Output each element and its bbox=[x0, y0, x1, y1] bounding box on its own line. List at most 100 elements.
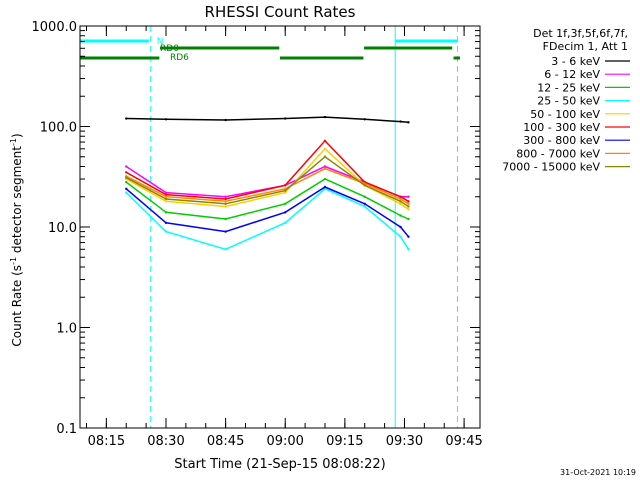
series-0-point bbox=[224, 118, 227, 122]
legend-header-line: Det 1f,3f,5f,6f,7f, bbox=[533, 27, 628, 40]
series-2-point bbox=[407, 217, 410, 221]
y-tick-label: 1.0 bbox=[56, 322, 77, 337]
legend-label: 100 - 300 keV bbox=[523, 121, 600, 134]
series-4-point bbox=[224, 205, 227, 208]
series-7-point bbox=[323, 167, 327, 170]
series-3-point bbox=[224, 248, 227, 251]
y-tick-label: 1000.0 bbox=[32, 20, 78, 35]
series-8-point bbox=[407, 205, 410, 208]
legend-label: 6 - 12 keV bbox=[544, 68, 600, 81]
y-axis-label-sup2: -1 bbox=[9, 138, 18, 146]
y-axis-label-close: ) bbox=[10, 133, 24, 138]
series-7-point bbox=[164, 195, 168, 198]
series-6-point bbox=[125, 187, 128, 190]
series-line-2 bbox=[125, 178, 409, 220]
legend-label: 7000 - 15000 keV bbox=[502, 161, 600, 174]
rd0-label: RD0 bbox=[160, 44, 179, 54]
y-tick-label: 100.0 bbox=[40, 121, 77, 136]
series-3-point bbox=[407, 248, 410, 251]
x-tick-label: 09:15 bbox=[326, 434, 363, 449]
series-line-3 bbox=[125, 187, 410, 251]
series-7-point bbox=[224, 200, 227, 203]
series-6-point bbox=[224, 230, 227, 233]
series-0-point bbox=[399, 120, 402, 123]
series-8-point bbox=[399, 200, 402, 203]
series-3-point bbox=[399, 235, 402, 238]
series-6-point bbox=[363, 202, 366, 206]
series-2-point bbox=[164, 211, 168, 214]
rd6-label: RD6 bbox=[170, 53, 189, 63]
n-label: N bbox=[157, 37, 164, 47]
series-4-point bbox=[407, 208, 410, 211]
series-lines bbox=[125, 115, 410, 251]
x-tick-label: 09:00 bbox=[266, 434, 303, 449]
series-4-point bbox=[164, 200, 168, 203]
series-0-point bbox=[323, 115, 327, 119]
series-4-point bbox=[284, 191, 287, 194]
series-4-point bbox=[323, 147, 327, 150]
x-tick-label: 09:45 bbox=[445, 434, 482, 449]
series-5-point bbox=[224, 197, 227, 201]
series-5-point bbox=[284, 184, 287, 187]
series-7-point bbox=[407, 202, 410, 206]
legend-label: 800 - 7000 keV bbox=[516, 147, 600, 160]
series-8-point bbox=[363, 184, 366, 187]
series-5-point bbox=[399, 195, 402, 198]
series-6-point bbox=[164, 221, 168, 225]
series-1-point bbox=[125, 165, 128, 168]
legend-label: 12 - 25 keV bbox=[537, 81, 600, 94]
x-axis-label: Start Time (21-Sep-15 08:08:22) bbox=[174, 457, 385, 472]
series-line-7 bbox=[125, 167, 409, 205]
series-8-point bbox=[323, 155, 327, 158]
series-0-point bbox=[125, 117, 128, 120]
series-2-point bbox=[224, 217, 227, 221]
series-1-point bbox=[164, 191, 168, 194]
series-line-0 bbox=[126, 116, 409, 124]
x-tick-label: 08:45 bbox=[207, 434, 244, 449]
series-0-point bbox=[164, 118, 168, 121]
series-8-point bbox=[164, 197, 168, 201]
series-4-point bbox=[399, 202, 402, 206]
series-0-point bbox=[284, 117, 287, 120]
series-3-point bbox=[363, 205, 366, 208]
series-line-5 bbox=[125, 139, 409, 202]
x-tick-label: 08:30 bbox=[147, 434, 184, 449]
series-7-point bbox=[399, 197, 402, 201]
y-axis-label-sup: -1 bbox=[9, 257, 18, 265]
series-0-point bbox=[363, 118, 366, 121]
series-line-6 bbox=[125, 186, 410, 238]
x-tick-label: 09:30 bbox=[386, 434, 423, 449]
series-8-point bbox=[284, 189, 287, 192]
series-2-point bbox=[323, 177, 327, 181]
series-3-point bbox=[125, 191, 128, 194]
plot-axes: 0.1 1.0 10.0 100.0 1000.0 08:15 08:30 08:45 09:0… bbox=[32, 20, 483, 449]
series-2-point bbox=[399, 214, 402, 217]
series-0-point bbox=[407, 121, 410, 124]
series-5-point bbox=[407, 200, 410, 203]
series-2-point bbox=[363, 195, 366, 198]
legend-label: 50 - 100 keV bbox=[530, 108, 600, 121]
y-tick-label: 10.0 bbox=[48, 221, 77, 236]
series-5-point bbox=[323, 139, 327, 143]
y-tick-label: 0.1 bbox=[56, 422, 77, 437]
series-3-point bbox=[164, 230, 168, 233]
series-1-point bbox=[407, 195, 410, 198]
y-axis-label-rest: detector segment bbox=[10, 146, 24, 257]
series-6-point bbox=[323, 185, 327, 189]
y-axis-label: Count Rate (s-1 detector segment-1) bbox=[9, 133, 24, 346]
series-line-4 bbox=[125, 147, 409, 210]
series-6-point bbox=[399, 225, 402, 229]
legend-label: 25 - 50 keV bbox=[537, 95, 600, 108]
series-6-point bbox=[284, 211, 287, 214]
series-2-point bbox=[284, 202, 287, 206]
series-5-point bbox=[164, 193, 168, 196]
series-1-point bbox=[323, 165, 327, 168]
series-5-point bbox=[125, 171, 128, 174]
series-6-point bbox=[407, 235, 410, 238]
series-8-point bbox=[224, 202, 227, 206]
legend: Det 1f,3f,5f,6f,7f,FDecim 1, Att 1 3 - 6 … bbox=[502, 27, 630, 174]
plot-background bbox=[80, 26, 480, 428]
series-8-point bbox=[125, 176, 128, 179]
